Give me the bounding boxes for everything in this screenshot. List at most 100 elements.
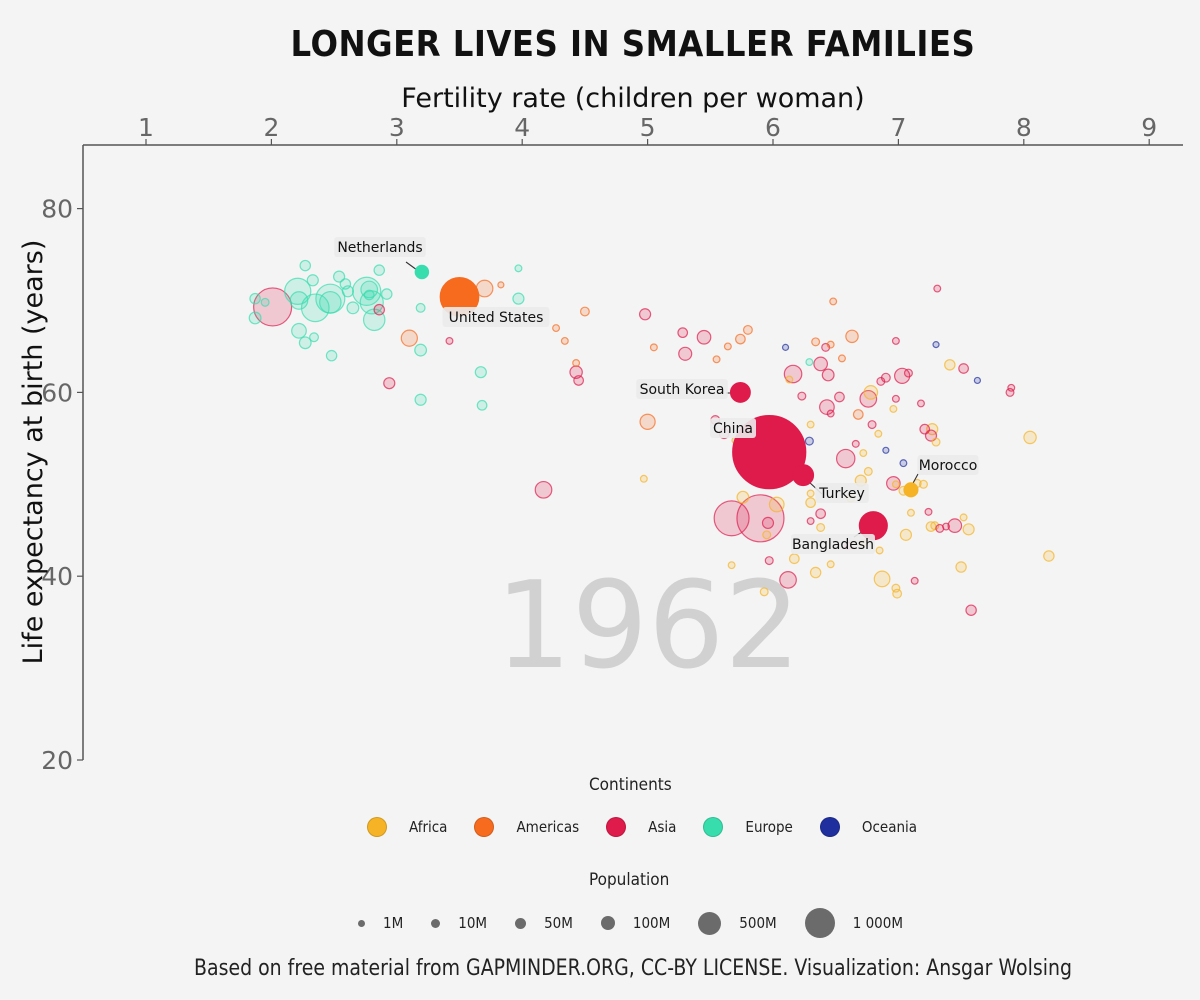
legend-label: Oceania bbox=[861, 818, 918, 836]
country-bubble bbox=[783, 364, 803, 384]
population-legend-item: 500M bbox=[698, 911, 777, 935]
country-bubble bbox=[415, 302, 426, 313]
x-tick-label: 4 bbox=[514, 113, 530, 142]
callout-label: Turkey bbox=[818, 486, 865, 502]
year-watermark: 1962 bbox=[495, 557, 800, 696]
country-bubble bbox=[299, 259, 312, 272]
country-bubble bbox=[894, 367, 911, 385]
legend-item-asia: Asia bbox=[606, 817, 676, 837]
country-bubble bbox=[788, 553, 800, 565]
country-bubble bbox=[249, 292, 261, 305]
country-bubble bbox=[713, 500, 750, 537]
country-bubble bbox=[837, 354, 846, 363]
country-bubble bbox=[512, 292, 525, 305]
x-tick-label: 9 bbox=[1141, 113, 1157, 142]
callout-label: South Korea bbox=[640, 382, 725, 398]
country-bubble bbox=[826, 340, 835, 349]
y-tick-label: 60 bbox=[41, 378, 73, 407]
y-axis-label: Life expectancy at birth (years) bbox=[18, 240, 49, 665]
country-bubble bbox=[764, 556, 774, 566]
country-bubble bbox=[931, 437, 941, 447]
callout-label-bg bbox=[917, 455, 979, 475]
country-bubble bbox=[260, 297, 270, 307]
country-bubble bbox=[891, 394, 900, 403]
country-bubble bbox=[910, 576, 919, 585]
country-bubble bbox=[785, 375, 794, 384]
legend-swatch bbox=[606, 817, 627, 837]
country-bubble bbox=[572, 359, 581, 367]
country-bubble bbox=[891, 336, 900, 345]
population-size-dot bbox=[515, 917, 527, 929]
country-bubble bbox=[779, 571, 797, 589]
population-size-dot bbox=[358, 919, 365, 927]
country-bubble bbox=[474, 366, 487, 379]
country-bubble bbox=[497, 281, 505, 289]
country-bubble bbox=[805, 497, 816, 509]
country-bubble bbox=[933, 284, 942, 293]
country-bubble bbox=[579, 306, 590, 317]
country-bubble bbox=[400, 329, 418, 347]
country-bubble bbox=[298, 336, 312, 350]
country-bubble bbox=[859, 449, 868, 458]
country-bubble bbox=[723, 342, 732, 351]
country-bubble bbox=[826, 560, 835, 569]
callout-label: Morocco bbox=[919, 458, 978, 474]
legend-label: Americas bbox=[516, 818, 580, 836]
callout-label-bg bbox=[791, 534, 875, 554]
country-bubble bbox=[867, 420, 877, 430]
country-bubble bbox=[863, 466, 873, 476]
country-bubble bbox=[727, 561, 736, 570]
country-bubble bbox=[735, 333, 746, 345]
country-bubble bbox=[873, 570, 891, 588]
country-bubble bbox=[882, 446, 890, 454]
legend-item-africa: Africa bbox=[367, 817, 447, 837]
country-bubble bbox=[891, 583, 901, 593]
legend-swatch bbox=[367, 817, 387, 837]
country-bubble bbox=[414, 343, 428, 357]
callout-label: United States bbox=[449, 310, 544, 326]
country-bubble bbox=[678, 346, 693, 361]
population-size-label: 50M bbox=[544, 914, 573, 932]
country-bubble bbox=[973, 376, 982, 385]
country-bubble bbox=[889, 404, 898, 413]
country-bubble bbox=[806, 489, 815, 498]
callout-label-bg bbox=[636, 379, 728, 399]
country-bubble bbox=[930, 521, 940, 531]
legend-item-europe: Europe bbox=[703, 817, 793, 837]
country-bubble bbox=[638, 308, 652, 321]
country-bubble bbox=[1005, 387, 1015, 397]
population-legend-title: Population bbox=[589, 870, 670, 890]
country-bubble bbox=[959, 513, 968, 522]
country-bubble bbox=[958, 363, 969, 374]
x-axis-label: Fertility rate (children per woman) bbox=[401, 83, 864, 114]
legend-swatch bbox=[703, 817, 724, 837]
country-bubble bbox=[300, 293, 330, 323]
country-bubble bbox=[677, 327, 689, 339]
country-bubble bbox=[476, 399, 488, 411]
country-bubble bbox=[291, 322, 307, 339]
country-bubble bbox=[809, 566, 822, 579]
population-legend-item: 50M bbox=[515, 914, 573, 932]
country-bubble bbox=[319, 291, 342, 314]
country-bubble bbox=[891, 480, 900, 489]
country-bubble bbox=[899, 528, 913, 541]
country-bubble bbox=[835, 448, 856, 469]
country-bubble bbox=[816, 522, 826, 532]
country-bubble bbox=[414, 393, 427, 406]
callout-line bbox=[405, 261, 418, 271]
population-size-label: 500M bbox=[739, 914, 777, 932]
population-size-dot bbox=[431, 918, 441, 928]
x-tick-label: 3 bbox=[389, 113, 405, 142]
axes: 1 2 3 4 5 6 7 8 9 20 40 60 80 Fertility rate (childre… bbox=[18, 83, 1183, 775]
country-bubble bbox=[781, 343, 790, 351]
country-bubble bbox=[253, 287, 293, 327]
country-bubble bbox=[325, 349, 338, 362]
population-legend-item: 1M bbox=[358, 914, 403, 932]
country-bubble bbox=[761, 516, 775, 530]
chart-title: LONGER LIVES IN SMALLER FAMILIES bbox=[290, 24, 976, 65]
country-bubble bbox=[805, 358, 814, 367]
country-bubble bbox=[965, 604, 977, 616]
country-bubble bbox=[289, 291, 309, 310]
country-bubble bbox=[942, 522, 951, 531]
country-bubble bbox=[333, 270, 346, 283]
